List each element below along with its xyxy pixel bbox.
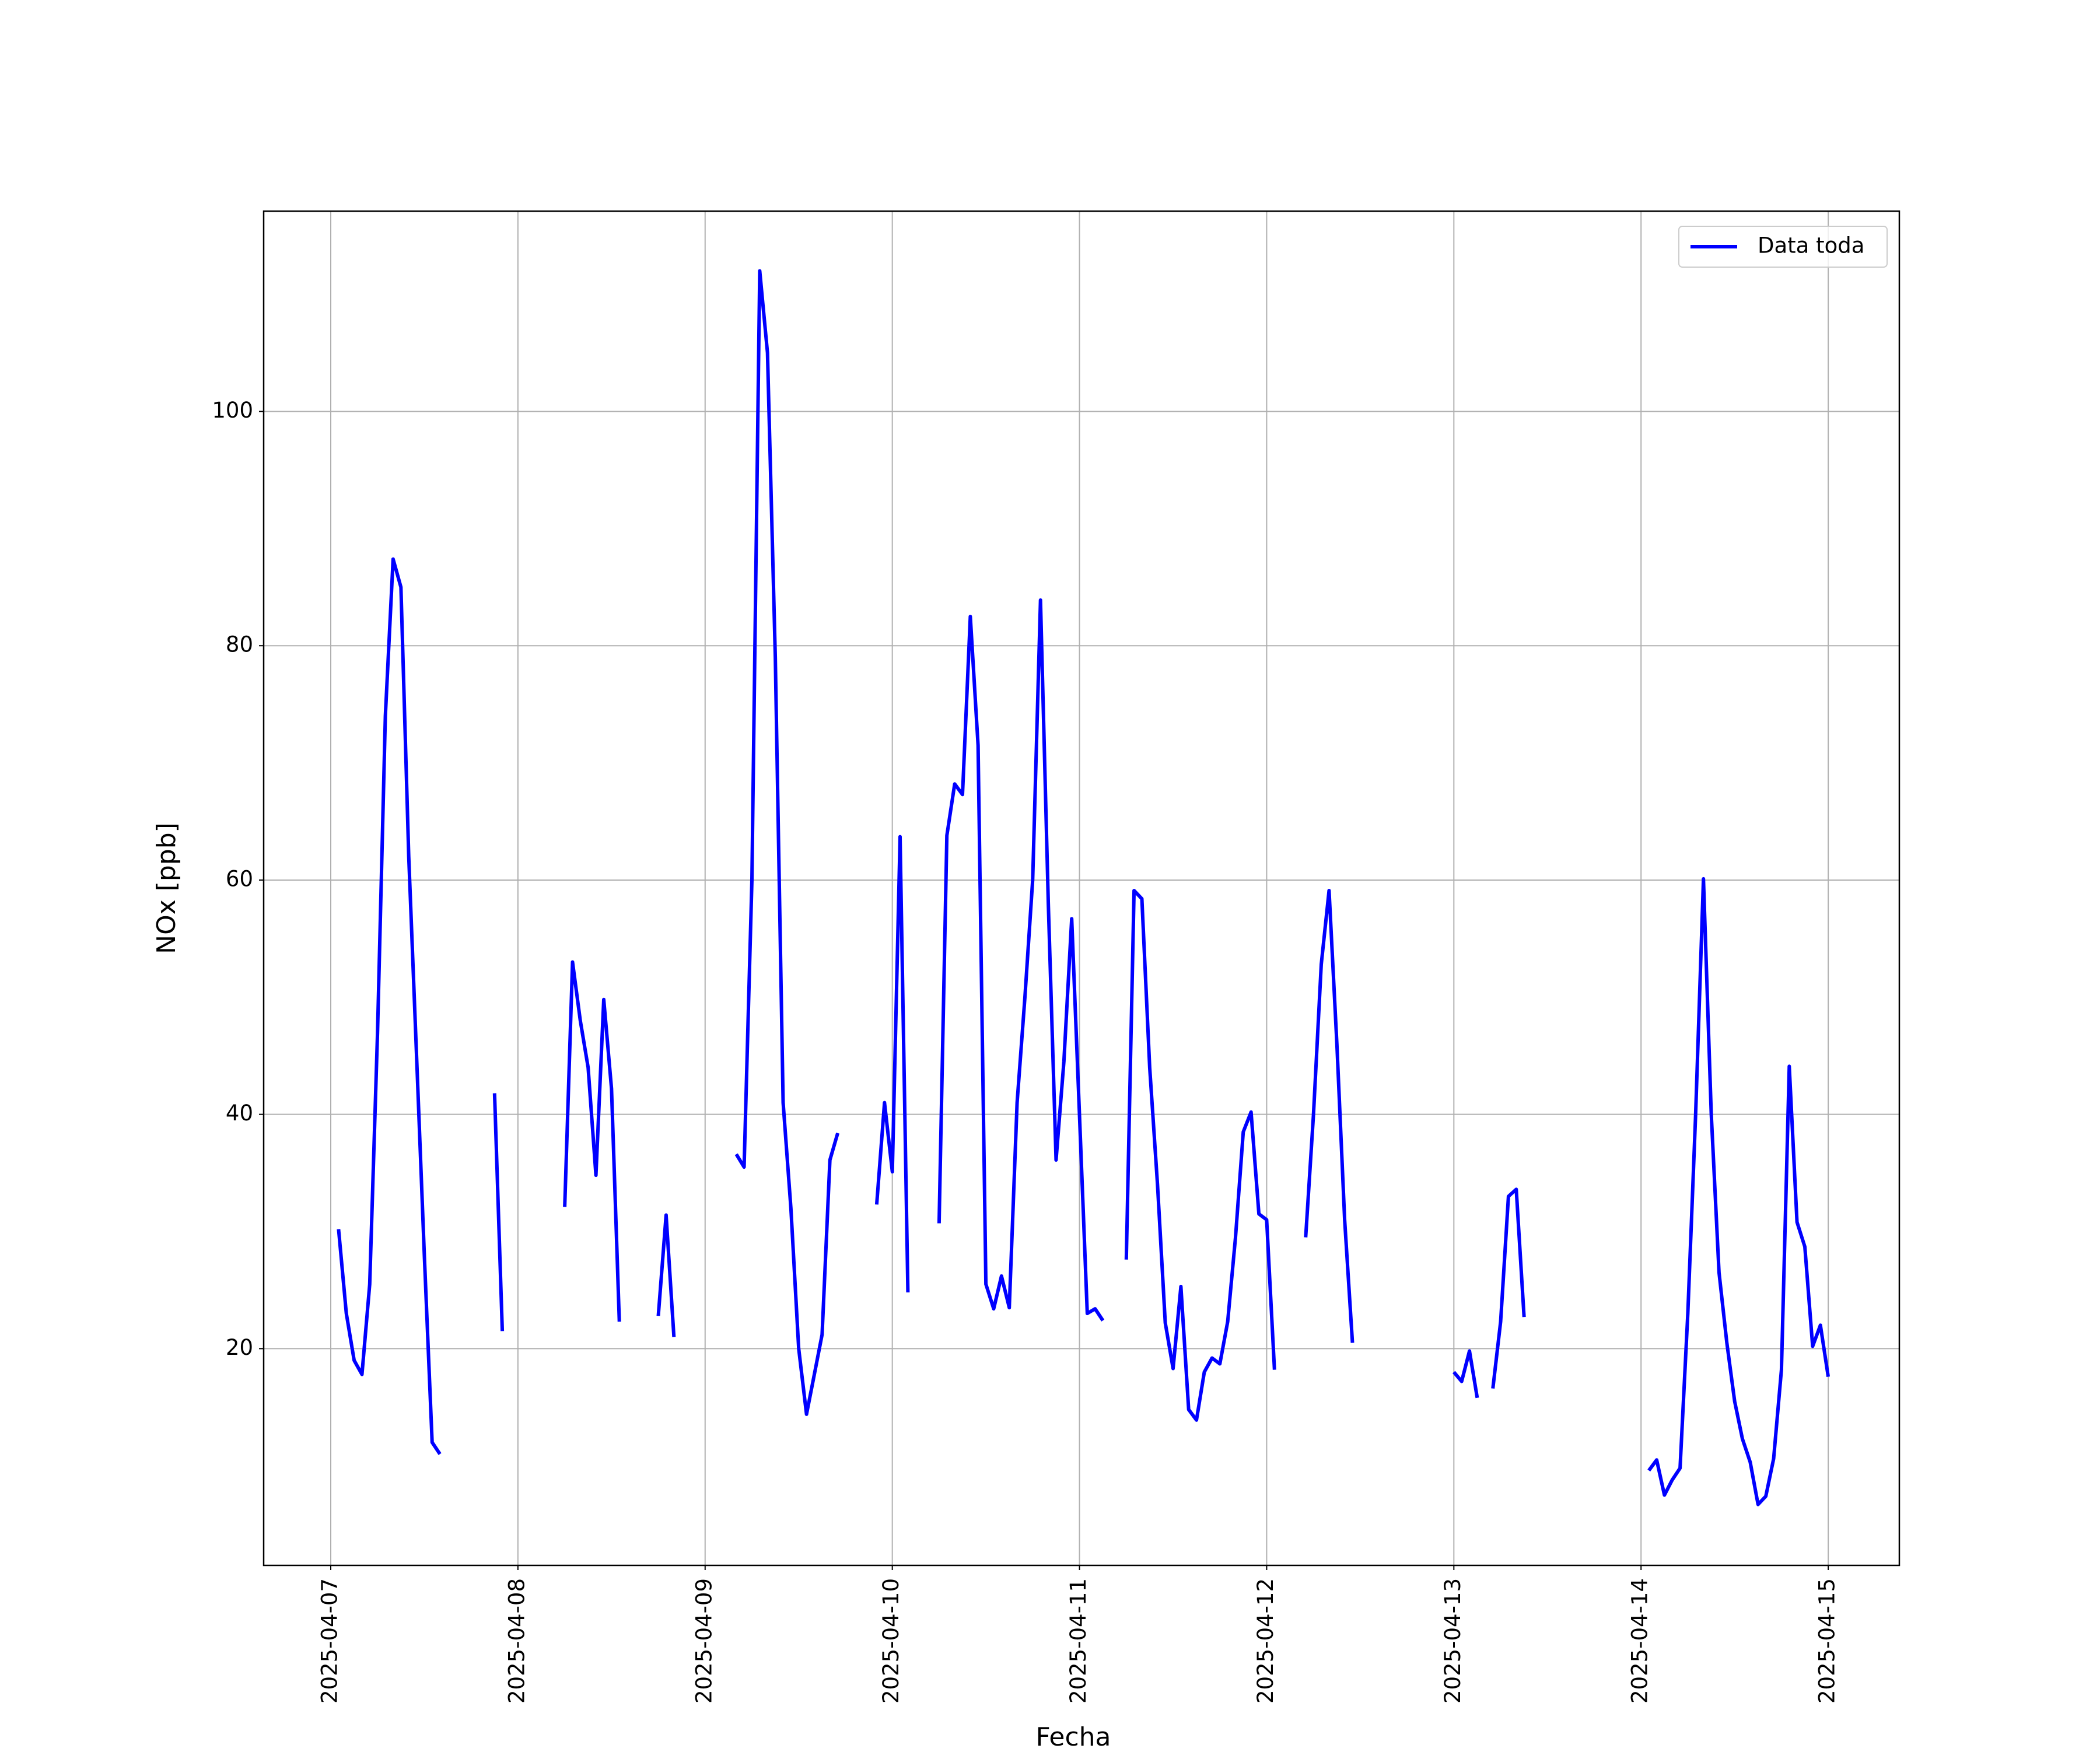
y-axis-label: NOx [ppb] xyxy=(152,822,181,954)
x-tick-label: 2025-04-12 xyxy=(1253,1578,1278,1704)
x-tick-label: 2025-04-13 xyxy=(1440,1578,1465,1704)
y-tick-label: 60 xyxy=(226,866,253,891)
x-tick-label: 2025-04-09 xyxy=(691,1578,716,1704)
legend-box xyxy=(1678,226,1888,268)
x-tick-label: 2025-04-15 xyxy=(1815,1578,1840,1704)
legend-label: Data toda xyxy=(1758,233,1864,258)
x-axis-label: Fecha xyxy=(1035,1722,1111,1750)
x-tick-label: 2025-04-10 xyxy=(878,1578,904,1704)
y-tick-label: 20 xyxy=(226,1335,253,1360)
x-tick-label: 2025-04-14 xyxy=(1628,1578,1653,1704)
y-tick-label: 40 xyxy=(226,1101,253,1126)
x-tick-label: 2025-04-07 xyxy=(317,1578,342,1704)
x-tick-label: 2025-04-08 xyxy=(504,1578,529,1704)
y-tick-label: 80 xyxy=(226,632,253,657)
plot-frame xyxy=(262,210,1901,1567)
y-tick-label: 100 xyxy=(212,398,253,423)
x-tick-label: 2025-04-11 xyxy=(1066,1578,1091,1704)
data-line xyxy=(337,269,1831,1506)
